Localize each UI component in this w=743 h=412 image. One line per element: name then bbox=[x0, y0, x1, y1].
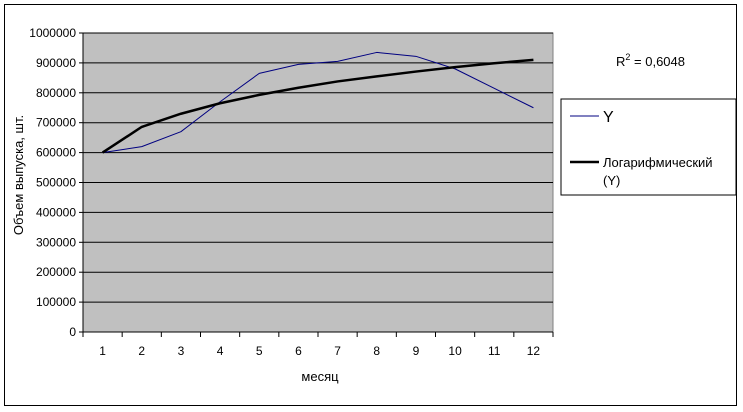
x-tick-label: 7 bbox=[334, 344, 341, 358]
legend-box bbox=[560, 98, 737, 196]
y-tick-label: 200000 bbox=[36, 265, 76, 279]
series-line-log-trend bbox=[101, 58, 534, 154]
x-axis-title: месяц bbox=[301, 369, 339, 384]
chart-frame: 0 100000 200000 300000 400000 500000 600000 700… bbox=[4, 4, 737, 406]
y-axis-ticks: 0 100000 200000 300000 400000 500000 600000 700… bbox=[29, 26, 84, 339]
y-tick-label: 700000 bbox=[36, 116, 76, 130]
legend-label-series-y: Y bbox=[603, 109, 614, 126]
y-tick-label: 100000 bbox=[36, 295, 76, 309]
x-tick-label: 3 bbox=[178, 344, 185, 358]
y-tick-label: 1000000 bbox=[29, 26, 76, 40]
x-tick-label: 4 bbox=[217, 344, 224, 358]
y-tick-label: 600000 bbox=[36, 146, 76, 160]
legend-label-series-log: Логарифмический (Y) bbox=[603, 155, 713, 188]
x-axis-ticks: 1 2 3 4 5 6 7 8 9 10 11 12 bbox=[82, 331, 554, 358]
chart-svg: 0 100000 200000 300000 400000 500000 600000 700… bbox=[11, 26, 737, 384]
x-tick-label: 10 bbox=[448, 344, 462, 358]
plot-area bbox=[82, 32, 554, 333]
x-tick-label: 11 bbox=[488, 344, 501, 358]
x-tick-label: 8 bbox=[373, 344, 380, 358]
legend: Y Логарифмический (Y) bbox=[560, 98, 737, 196]
x-tick-label: 9 bbox=[413, 344, 420, 358]
r-squared-exponent: 2 bbox=[625, 52, 630, 62]
y-tick-label: 900000 bbox=[36, 56, 76, 70]
y-tick-label: 500000 bbox=[36, 176, 76, 190]
x-tick-label: 1 bbox=[99, 344, 106, 358]
y-tick-label: 300000 bbox=[36, 235, 76, 249]
y-tick-label: 0 bbox=[69, 325, 76, 339]
x-tick-label: 6 bbox=[295, 344, 302, 358]
r-squared-annotation: R2 = 0,6048 bbox=[616, 52, 685, 69]
r-squared-value: = 0,6048 bbox=[630, 54, 685, 69]
x-tick-label: 5 bbox=[256, 344, 263, 358]
series-lines bbox=[101, 51, 534, 154]
y-tick-label: 800000 bbox=[36, 86, 76, 100]
y-axis-title: Объем выпуска, шт. bbox=[11, 115, 26, 235]
x-tick-label: 12 bbox=[527, 344, 541, 358]
y-tick-label: 400000 bbox=[36, 205, 76, 219]
r-squared-prefix: R bbox=[616, 54, 625, 69]
x-tick-label: 2 bbox=[138, 344, 145, 358]
series-line-y bbox=[102, 51, 534, 154]
